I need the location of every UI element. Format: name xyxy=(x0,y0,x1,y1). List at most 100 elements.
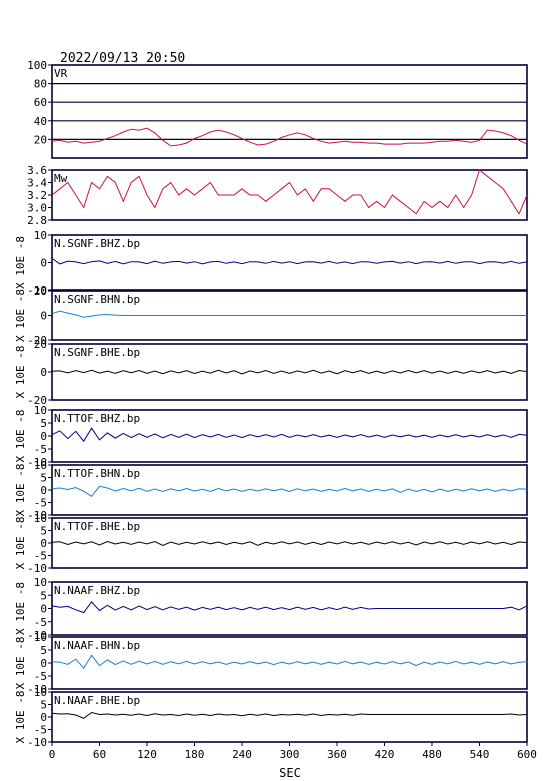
panel-label: N.TTOF.BHZ.bp xyxy=(54,412,140,425)
panel-label: N.SGNF.BHN.bp xyxy=(54,293,140,306)
panel-label: N.TTOF.BHE.bp xyxy=(54,520,140,533)
y-tick-label: 20 xyxy=(34,285,47,298)
y-tick-label: -10 xyxy=(27,509,47,522)
y-tick-label: -5 xyxy=(34,670,47,683)
y-tick-label: 0 xyxy=(40,711,47,724)
y-tick-label: 2.8 xyxy=(27,214,47,227)
panel-label: Mw xyxy=(54,172,68,185)
panel-label: N.NAAF.BHE.bp xyxy=(54,694,140,707)
y-tick-label: 10 xyxy=(34,576,47,589)
x-tick-label: 120 xyxy=(137,748,157,761)
y-tick-label: 10 xyxy=(34,686,47,699)
x-tick-label: 420 xyxy=(375,748,395,761)
y-tick-label: 5 xyxy=(40,417,47,430)
panel-label: N.NAAF.BHN.bp xyxy=(54,639,140,652)
series-line xyxy=(51,654,528,670)
y-tick-label: -20 xyxy=(27,334,47,347)
panels: 20406080100VR2.83.03.23.43.6Mw-10010N.SG… xyxy=(14,59,528,749)
y-axis-unit-label: X 10E -8 xyxy=(14,582,27,635)
y-tick-label: -10 xyxy=(27,683,47,696)
y-tick-label: 0 xyxy=(40,430,47,443)
y-tick-label: 0 xyxy=(40,537,47,550)
y-axis-unit-label: X 10E -8 xyxy=(14,464,27,517)
y-tick-label: -5 xyxy=(34,616,47,629)
y-tick-label: 0 xyxy=(40,257,47,270)
y-tick-label: -10 xyxy=(27,562,47,575)
series-line xyxy=(51,169,528,215)
y-axis-unit-label: X 10E -8 xyxy=(14,637,27,690)
y-tick-label: 0 xyxy=(40,310,47,323)
y-tick-label: 100 xyxy=(27,59,47,72)
x-tick-label: 240 xyxy=(232,748,252,761)
y-axis-unit-label: X 10E -8 xyxy=(14,346,27,399)
series-line xyxy=(51,601,528,614)
y-tick-label: 80 xyxy=(34,78,47,91)
x-tick-label: 300 xyxy=(280,748,300,761)
panel-4: -20 0 20 N.SGNF.BHN.bp X 10E -8 xyxy=(14,285,528,347)
panel-2: 2.83.03.23.43.6 Mw xyxy=(27,164,528,227)
y-tick-label: 5 xyxy=(40,589,47,602)
y-tick-label: 0 xyxy=(40,366,47,379)
x-tick-label: 180 xyxy=(185,748,205,761)
panel-3: -10 0 10 N.SGNF.BHZ.bp X 10E -8 xyxy=(14,229,528,297)
chart-title: 2022/09/13 20:50 xyxy=(60,51,185,66)
y-tick-label: 3.4 xyxy=(27,177,47,190)
series-line xyxy=(51,711,528,719)
y-tick-label: -5 xyxy=(34,443,47,456)
series-line xyxy=(51,540,528,547)
y-tick-label: 0 xyxy=(40,603,47,616)
panel-label: N.SGNF.BHZ.bp xyxy=(54,237,140,250)
y-tick-label: 0 xyxy=(40,484,47,497)
x-tick-label: 60 xyxy=(93,748,106,761)
panel-5: -20 0 20 N.SGNF.BHE.bp X 10E -8 xyxy=(14,338,528,407)
y-tick-label: -5 xyxy=(34,497,47,510)
x-axis: 0 60 120 180 240 300 360 420 480 540 600 xyxy=(49,742,537,761)
y-tick-label: 20 xyxy=(34,338,47,351)
y-axis-unit-label: X 10E -8 xyxy=(14,691,27,744)
y-tick-label: 5 xyxy=(40,525,47,538)
panel-label: VR xyxy=(54,67,68,80)
y-axis-unit-label: X 10E -8 xyxy=(14,410,27,463)
y-tick-label: -10 xyxy=(27,736,47,749)
panel-label: N.SGNF.BHE.bp xyxy=(54,346,140,359)
y-tick-label: 5 xyxy=(40,644,47,657)
y-tick-label: 5 xyxy=(40,699,47,712)
y-tick-label: 5 xyxy=(40,472,47,485)
y-axis-unit-label: X 10E -8 xyxy=(14,289,27,342)
y-tick-label: 20 xyxy=(34,133,47,146)
x-tick-label: 480 xyxy=(422,748,442,761)
series-line xyxy=(51,369,528,375)
series-line xyxy=(51,257,528,265)
panel-label: N.TTOF.BHN.bp xyxy=(54,467,140,480)
y-tick-label: 60 xyxy=(34,96,47,109)
y-tick-label: 10 xyxy=(34,459,47,472)
y-tick-label: 3.2 xyxy=(27,189,47,202)
panel-frame xyxy=(51,64,528,159)
y-tick-label: -20 xyxy=(27,394,47,407)
y-tick-label: -10 xyxy=(27,629,47,642)
y-tick-label: 10 xyxy=(34,229,47,242)
x-tick-label: 360 xyxy=(327,748,347,761)
x-tick-label: 0 xyxy=(49,748,56,761)
series-line xyxy=(51,485,528,497)
y-tick-label: 10 xyxy=(34,512,47,525)
series-line xyxy=(51,310,527,318)
series-line xyxy=(51,127,528,147)
y-tick-label: 3.0 xyxy=(27,202,47,215)
y-tick-label: 40 xyxy=(34,115,47,128)
y-tick-label: 10 xyxy=(34,404,47,417)
x-tick-label: 540 xyxy=(470,748,490,761)
y-tick-label: -5 xyxy=(34,724,47,737)
x-tick-label: 600 xyxy=(517,748,537,761)
y-tick-label: 3.6 xyxy=(27,164,47,177)
y-axis-unit-label: X 10E -8 xyxy=(14,517,27,570)
y-axis-unit-label: X 10E -8 xyxy=(14,236,27,289)
y-tick-label: -10 xyxy=(27,456,47,469)
y-tick-label: 10 xyxy=(34,631,47,644)
